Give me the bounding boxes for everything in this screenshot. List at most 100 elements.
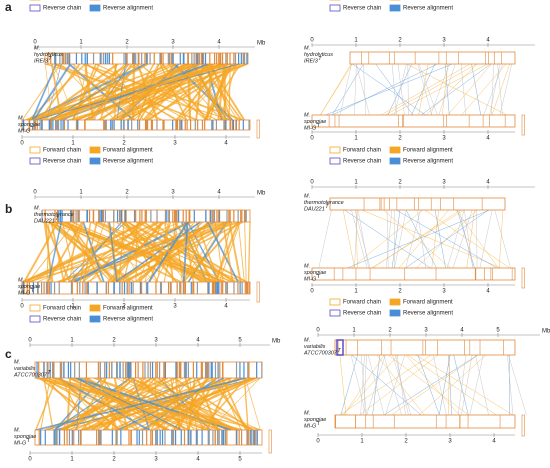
alignment — [390, 63, 488, 116]
tick-label: 0 — [310, 38, 314, 44]
legend-swatch — [29, 315, 41, 323]
alignment — [43, 377, 54, 431]
genome-sup: T — [31, 126, 35, 132]
genome-name: MI-G — [18, 128, 31, 134]
alignment — [351, 209, 368, 269]
genome-name: MI-G — [304, 276, 317, 282]
bracket — [268, 429, 272, 454]
legend-swatch — [389, 4, 401, 12]
alignment — [44, 377, 95, 431]
alignment — [350, 354, 367, 416]
alignment — [361, 209, 502, 269]
alignment — [121, 377, 255, 431]
tick-label: 3 — [173, 304, 177, 310]
alignment — [507, 354, 514, 416]
tick-label: 3 — [171, 40, 175, 46]
alignment — [351, 209, 423, 269]
genome-sup: T — [55, 216, 59, 222]
alignment — [31, 63, 57, 121]
alignment — [339, 354, 432, 416]
alignment — [154, 377, 160, 431]
alignment — [342, 354, 399, 416]
alignment — [483, 63, 504, 116]
legend-swatch — [329, 4, 341, 12]
alignment — [491, 63, 494, 116]
legend-label: Forward alignment — [403, 300, 453, 306]
legend-swatch — [389, 157, 401, 165]
genome-name: MI-G — [304, 125, 317, 131]
alignment — [247, 221, 251, 283]
alignment — [466, 209, 475, 269]
alignment — [117, 221, 214, 283]
alignment — [65, 377, 136, 431]
tick-label: 0 — [316, 439, 320, 445]
genome-sup: T — [27, 438, 31, 444]
tick-label: 1 — [354, 180, 358, 186]
alignment — [170, 377, 229, 431]
alignment — [391, 209, 401, 269]
alignment — [418, 63, 429, 116]
alignment — [318, 209, 332, 269]
tick-label: 2 — [404, 439, 408, 445]
axis-unit: Mb — [542, 329, 550, 335]
genome-sup: T — [325, 204, 329, 210]
legend-swatch — [89, 4, 101, 12]
alignment — [383, 209, 451, 269]
legend-label: Forward chain — [43, 148, 81, 154]
alignment — [406, 63, 508, 116]
alignment — [458, 209, 474, 269]
legend-label: Forward chain — [43, 306, 81, 312]
alignment — [122, 221, 244, 283]
genome-name: spongiae — [18, 122, 40, 128]
genome-name: thermotolerance — [34, 212, 74, 218]
alignment — [386, 209, 389, 269]
alignment — [354, 63, 357, 116]
tick-label: 4 — [217, 190, 221, 196]
alignment — [139, 377, 257, 431]
alignment — [376, 354, 425, 416]
tick-label: 2 — [388, 328, 392, 334]
legend-label: Reverse alignment — [103, 159, 153, 165]
bracket — [521, 414, 525, 437]
tick-label: 0 — [310, 180, 314, 186]
alignment — [42, 377, 139, 431]
alignment — [339, 354, 347, 416]
tick-label: 1 — [354, 136, 358, 142]
alignment — [39, 377, 111, 431]
tick-label: 2 — [398, 180, 402, 186]
alignment — [53, 376, 211, 432]
alignment — [339, 63, 352, 116]
alignment — [461, 63, 507, 116]
tick-label: 1 — [79, 40, 83, 46]
bracket — [256, 119, 260, 139]
alignment — [363, 354, 367, 416]
alignment — [359, 354, 439, 416]
alignment — [61, 221, 166, 283]
alignment — [417, 354, 440, 416]
alignment — [175, 63, 223, 121]
tick-label: 0 — [310, 136, 314, 142]
alignment — [386, 209, 393, 269]
tick-label: 4 — [486, 180, 490, 186]
alignment — [82, 221, 98, 283]
genome-bar — [311, 267, 516, 281]
alignment — [23, 221, 59, 283]
alignment — [54, 221, 112, 283]
tick-label: 5 — [238, 338, 242, 344]
alignment — [405, 354, 460, 416]
alignment — [405, 209, 437, 269]
alignment — [425, 63, 478, 116]
alignment — [421, 63, 491, 116]
tick-label: 0 — [33, 190, 37, 196]
tick-label: 3 — [442, 136, 446, 142]
alignment — [398, 209, 449, 269]
alignment — [448, 354, 450, 416]
legend-swatch — [29, 157, 41, 165]
genome-name: M. — [18, 115, 24, 121]
genome-sup: T — [317, 274, 321, 280]
alignment — [73, 221, 190, 283]
tick-label: 3 — [442, 180, 446, 186]
alignment — [83, 221, 106, 283]
alignment — [228, 221, 242, 283]
genome-name: ATCC700307 — [303, 350, 338, 356]
